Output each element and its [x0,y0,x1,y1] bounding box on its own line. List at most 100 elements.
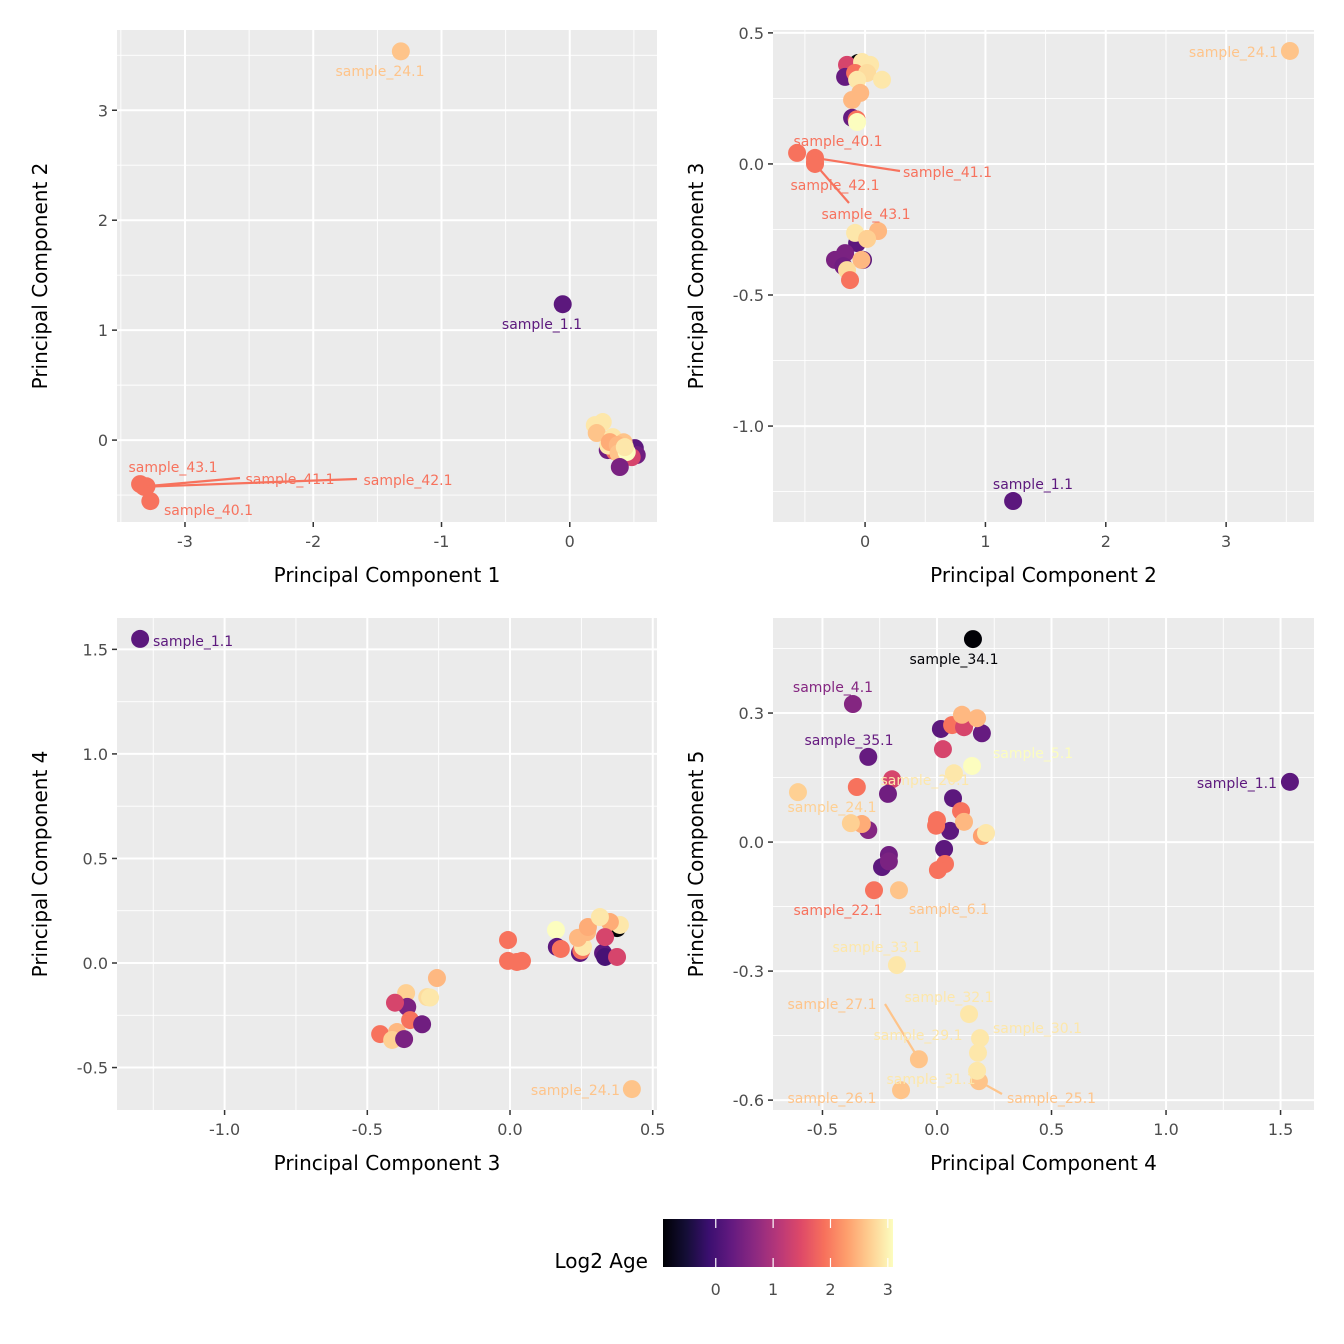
x-tick-label: -0.5 [352,1120,383,1139]
sample-label: sample_41.1 [903,165,992,181]
data-point [421,988,440,1007]
x-tick-label: 0.0 [497,1120,522,1139]
sample-label: sample_22.1 [793,903,882,919]
colorbar [663,1219,893,1267]
scatter-panel-4: -0.5 0.0 0.5 1.0 1.5 0.3 0.0 -0.3 -0.6 Principal … [684,618,1314,1175]
data-point [590,908,609,927]
y-tick-label: 1 [98,321,108,340]
data-point [596,928,615,947]
sample-label: sample_20.1 [880,773,969,789]
data-point [587,424,606,443]
point-sample_6-1 [889,881,908,900]
data-point [578,918,597,937]
point-sample_24-1 [391,42,410,61]
scatter-panel-2: 0 1 2 3 0.5 0.0 -0.5 -1.0 Principal Component 2 P… [684,24,1314,587]
data-point [615,438,634,457]
y-tick-label: -0.6 [733,1091,764,1110]
sample-label: sample_1.1 [502,317,582,333]
data-point [395,1030,414,1049]
y-tick-label: 0.5 [83,849,108,868]
sample-label: sample_5.1 [993,746,1073,762]
sample-label: sample_24.1 [1189,45,1278,61]
x-axis-title: Principal Component 3 [274,1151,501,1175]
point-sample_1-1 [1280,772,1299,791]
data-point [968,709,987,728]
point-sample_42-1 [806,152,825,171]
point-sample_1-1 [553,295,572,314]
data-point [927,816,946,835]
x-tick-label: 2 [1101,532,1111,551]
data-point [841,814,860,833]
data-point [610,458,629,477]
scatter-panel-1: -3 -2 -1 0 0 1 2 3 Principal Component 1 Principa… [28,30,657,587]
y-tick-label: 1.5 [83,640,108,659]
sample-label: sample_29.1 [873,1028,962,1044]
sample-label: sample_34.1 [909,652,998,668]
data-point [385,993,404,1012]
data-point [879,852,898,871]
data-point [413,1015,432,1034]
data-point [847,778,866,797]
point-sample_20-1 [944,764,963,783]
point-sample_5-1 [963,756,982,775]
data-point [499,931,518,950]
y-tick-label: 0.5 [739,24,764,43]
data-point [944,789,963,808]
data-point [843,90,862,109]
data-point [928,861,947,880]
data-point [608,947,627,966]
data-point [852,250,871,269]
sample-label: sample_43.1 [821,207,910,223]
y-tick-label: 3 [98,101,108,120]
sample-label: sample_6.1 [909,902,989,918]
y-tick-label: -0.3 [733,962,764,981]
y-tick-label: 0 [98,431,108,450]
label-leader-line [884,1003,920,1060]
sample-label: sample_24.1 [787,800,876,816]
x-tick-label: 1.5 [1268,1120,1293,1139]
y-tick-label: 0.0 [739,833,764,852]
y-tick-label: 2 [98,211,108,230]
y-tick-label: 1.0 [83,745,108,764]
x-axis-title: Principal Component 1 [274,563,501,587]
x-tick-label: -2 [305,532,321,551]
points [788,41,1299,511]
sample-label: sample_43.1 [128,460,217,476]
y-tick-label: -0.5 [733,286,764,305]
sample-label: sample_35.1 [804,733,893,749]
sample-label: sample_27.1 [787,997,876,1013]
x-axis-title: Principal Component 2 [930,563,1157,587]
data-point [873,70,892,89]
data-point [935,839,954,858]
point-sample_29-1 [968,1043,987,1062]
sample-label: sample_32.1 [904,990,993,1006]
data-point [848,113,867,132]
y-tick-label: 0.0 [739,155,764,174]
colorbar-tick-label: 2 [825,1280,835,1299]
colorbar-ticks: 0 1 2 3 [711,1219,893,1299]
scatter-panel-3: -1.0 -0.5 0.0 0.5 1.5 1.0 0.5 0.0 -0.5 Principal … [28,618,665,1175]
point-sample_40-1 [141,492,160,511]
point-sample_26-1 [892,1081,911,1100]
x-tick-label: 1 [980,532,990,551]
data-point [972,724,991,743]
point-sample_22-1 [865,881,884,900]
sample-label: sample_31.1 [886,1072,975,1088]
y-tick-label: -0.5 [77,1059,108,1078]
label-leader-line [814,163,850,204]
sample-label: sample_42.1 [790,178,879,194]
point-sample_1-1 [131,629,150,648]
data-point [551,939,570,958]
point-sample_4-1 [843,695,862,714]
data-point [858,229,877,248]
sample-label: sample_4.1 [793,680,873,696]
data-point [883,770,902,789]
data-point [513,951,531,970]
point-sample_33-1 [887,956,906,975]
sample-label: sample_40.1 [793,134,882,150]
x-axis-title: Principal Component 4 [930,1151,1157,1175]
sample-label: sample_26.1 [787,1091,876,1107]
sample-label: sample_41.1 [245,472,334,488]
x-tick-label: 1.0 [1153,1120,1178,1139]
legend-title: Log2 Age [555,1249,649,1273]
